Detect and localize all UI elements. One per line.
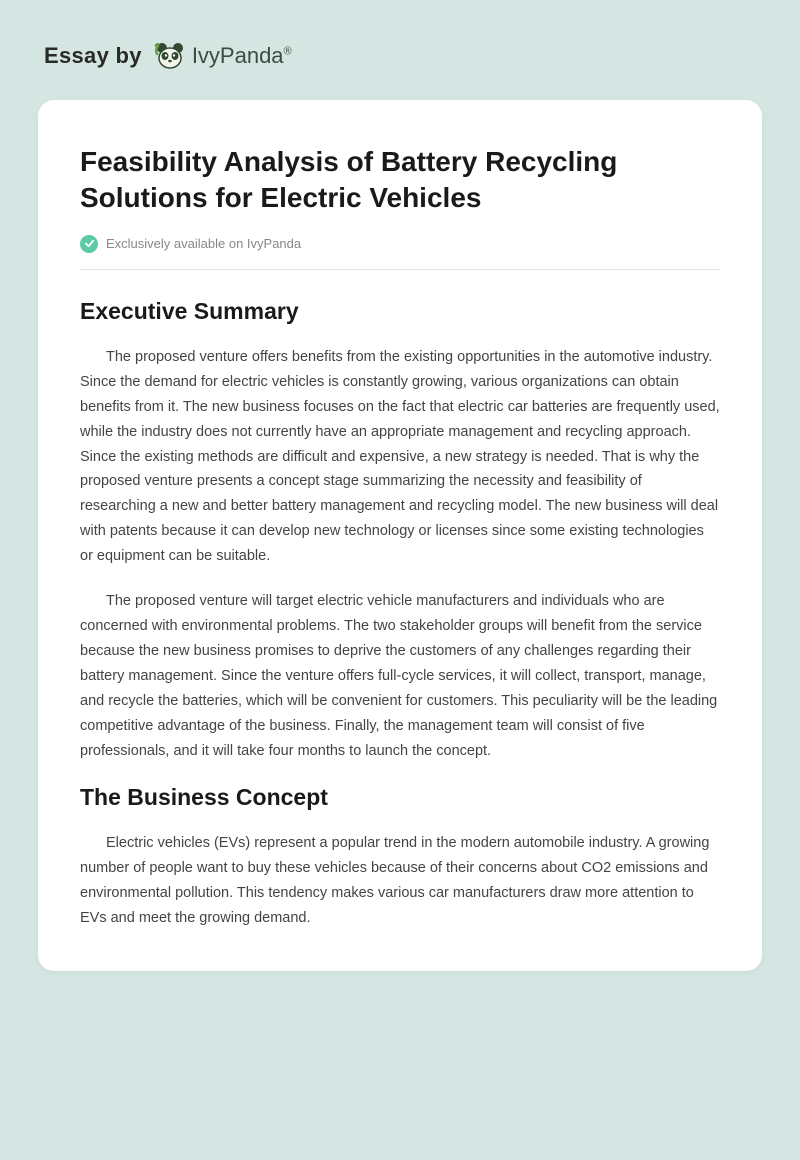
check-icon — [80, 235, 98, 253]
document-card: Feasibility Analysis of Battery Recyclin… — [38, 100, 762, 971]
header-bar: Essay by IvyPanda® — [38, 40, 762, 72]
paragraph: The proposed venture will target electri… — [80, 589, 720, 764]
availability-badge: Exclusively available on IvyPanda — [80, 235, 720, 270]
badge-text: Exclusively available on IvyPanda — [106, 236, 301, 251]
paragraph: Electric vehicles (EVs) represent a popu… — [80, 831, 720, 931]
logo-registered: ® — [284, 46, 292, 58]
section-heading: Executive Summary — [80, 298, 720, 325]
section-heading: The Business Concept — [80, 784, 720, 811]
logo-text: IvyPanda® — [192, 43, 292, 69]
ivypanda-logo: IvyPanda® — [154, 40, 292, 72]
panda-icon — [154, 40, 186, 72]
paragraph: The proposed venture offers benefits fro… — [80, 345, 720, 569]
document-title: Feasibility Analysis of Battery Recyclin… — [80, 144, 720, 217]
essay-by-label: Essay by — [44, 43, 142, 69]
logo-name: IvyPanda — [192, 43, 284, 68]
